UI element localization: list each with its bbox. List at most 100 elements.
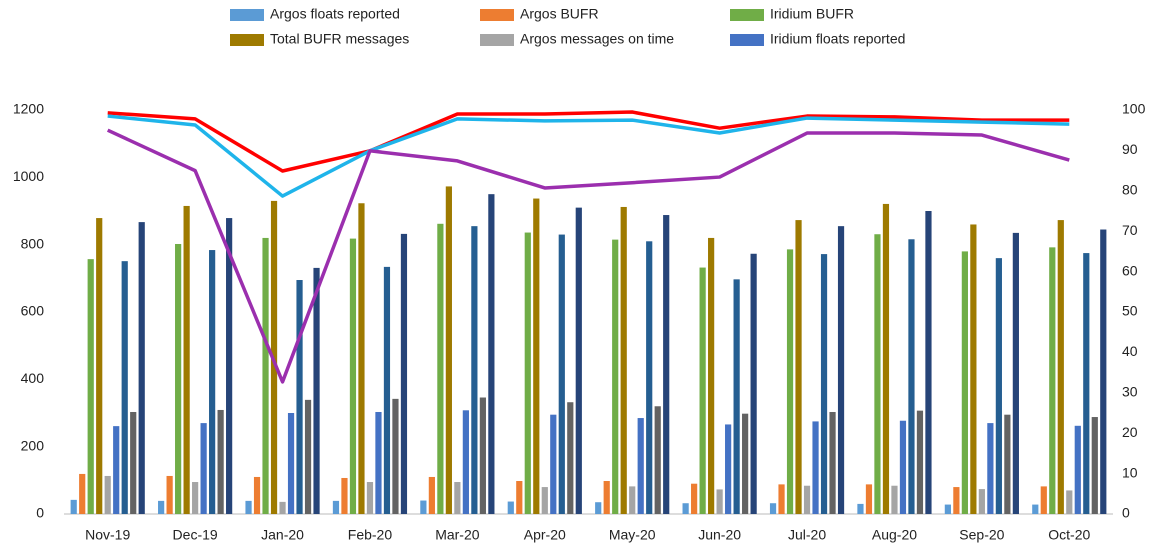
bar — [516, 481, 523, 514]
bar — [882, 203, 890, 514]
x-tick-label: May-20 — [609, 527, 656, 543]
bar — [953, 487, 960, 514]
bar — [488, 194, 495, 514]
bar — [970, 224, 977, 514]
bar — [507, 501, 514, 514]
y2-tick-label: 100 — [1122, 101, 1146, 117]
legend-label: Argos floats reported — [270, 6, 400, 22]
y2-tick-label: 90 — [1122, 141, 1138, 157]
bar — [454, 482, 461, 514]
y2-tick-label: 60 — [1122, 262, 1138, 278]
bar — [192, 482, 199, 514]
bar — [916, 410, 924, 514]
bar — [96, 218, 103, 514]
bar — [428, 476, 435, 514]
bar — [786, 249, 794, 514]
bar — [437, 223, 444, 514]
legend-swatch — [230, 9, 264, 21]
bar — [550, 414, 557, 514]
bar — [837, 226, 845, 514]
y-tick-label: 0 — [36, 505, 44, 521]
bar — [400, 233, 408, 515]
bar — [358, 203, 365, 515]
bar — [332, 500, 340, 514]
bar — [287, 413, 295, 514]
x-tick-label: Sep-20 — [959, 527, 1004, 543]
bar — [1083, 253, 1090, 515]
y2-tick-label: 40 — [1122, 343, 1138, 359]
y2-tick-label: 20 — [1122, 424, 1138, 440]
bar — [682, 503, 689, 514]
bar — [217, 409, 224, 514]
x-tick-label: Nov-19 — [85, 527, 130, 543]
bar — [349, 238, 357, 514]
bar — [908, 239, 915, 514]
bar — [296, 280, 303, 514]
bar — [1049, 247, 1056, 515]
y-tick-label: 800 — [21, 235, 45, 251]
bar — [629, 486, 636, 514]
y-tick-label: 1200 — [13, 101, 44, 117]
bar — [158, 500, 165, 514]
bar — [637, 418, 644, 514]
bar — [733, 279, 740, 514]
y-tick-label: 200 — [21, 437, 45, 453]
bar — [795, 220, 802, 514]
bar — [620, 206, 627, 514]
bar — [341, 477, 348, 514]
bar — [829, 411, 836, 514]
y2-tick-label: 70 — [1122, 222, 1138, 238]
bar — [130, 411, 137, 514]
bar — [654, 406, 661, 514]
legend-swatch — [480, 9, 514, 21]
y2-tick-label: 80 — [1122, 182, 1138, 198]
bar — [175, 243, 182, 514]
y2-tick-label: 10 — [1122, 464, 1138, 480]
x-tick-label: Mar-20 — [435, 527, 480, 543]
x-tick-label: Oct-20 — [1048, 527, 1090, 543]
bar — [716, 489, 723, 514]
bar — [313, 267, 320, 514]
bar — [245, 500, 252, 514]
bar — [392, 398, 399, 514]
bar — [1100, 229, 1107, 514]
bar — [1091, 417, 1098, 514]
legend-swatch — [730, 9, 764, 21]
legend-label: Iridium BUFR — [770, 6, 854, 22]
line — [106, 128, 1070, 384]
bar — [646, 241, 653, 515]
bar — [612, 239, 619, 514]
bar — [803, 485, 811, 514]
y-tick-label: 600 — [21, 303, 45, 319]
bar — [874, 234, 881, 515]
bar — [961, 251, 968, 514]
bar — [209, 250, 216, 514]
bar — [166, 475, 173, 514]
bar — [603, 481, 610, 514]
bar — [944, 504, 951, 514]
x-tick-label: Jul-20 — [788, 527, 826, 543]
y-tick-label: 1000 — [13, 168, 44, 184]
bar — [70, 499, 77, 514]
bar — [857, 503, 864, 514]
bar — [253, 476, 261, 514]
bar — [79, 473, 86, 514]
bar — [899, 420, 907, 514]
bar — [183, 205, 190, 514]
bar — [524, 232, 531, 514]
bar — [113, 426, 120, 514]
bar — [138, 222, 145, 515]
bar — [200, 423, 207, 514]
bar — [575, 207, 582, 514]
bar — [1012, 232, 1019, 514]
bar — [750, 253, 757, 515]
bar — [558, 234, 565, 515]
bar — [462, 410, 469, 514]
bar — [987, 423, 994, 514]
bar — [1032, 504, 1039, 514]
bar — [769, 503, 777, 514]
bar — [925, 211, 932, 514]
bar — [978, 489, 985, 514]
y-tick-label: 400 — [21, 370, 45, 386]
